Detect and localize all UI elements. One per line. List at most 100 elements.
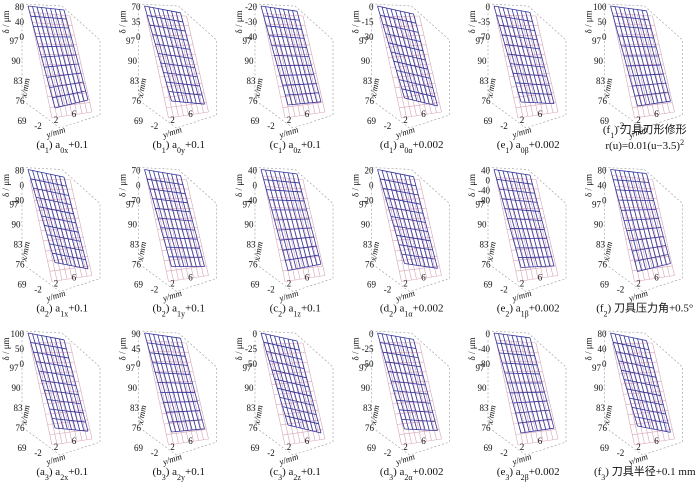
mesh-line (266, 189, 302, 193)
caption-part: ) a (393, 303, 404, 315)
mesh-line (168, 438, 209, 446)
mesh-line (615, 25, 652, 30)
x-tick-label: 97 (126, 363, 136, 373)
mesh-line (618, 35, 654, 39)
mesh-line (614, 23, 655, 26)
caption-part: ) a (49, 466, 60, 478)
caption: (d2) a1α+0.002 (380, 303, 444, 319)
z-tick-label: 40 (248, 166, 258, 176)
caption-part: (a (36, 466, 45, 478)
y-tick-label: 2 (170, 115, 175, 125)
x-axis-label: x/mm (251, 404, 264, 426)
mesh-line (399, 409, 433, 413)
mesh-line (520, 101, 555, 104)
mesh-line (621, 45, 657, 48)
mesh-line (381, 25, 422, 28)
mesh-line (29, 11, 71, 17)
caption-part: ) a (509, 466, 520, 478)
mesh-line (498, 187, 539, 190)
x-axis-label: x/mm (251, 240, 264, 262)
mesh-line (265, 23, 306, 26)
mesh-line (499, 188, 535, 194)
y-axis-label: y/mm (510, 124, 533, 140)
x-tick-label: 83 (480, 76, 490, 86)
mesh-line (160, 227, 195, 231)
y-tick-label: -2 (617, 121, 625, 131)
y-tick-label: -2 (500, 448, 508, 458)
y-tick-label: 2 (287, 279, 292, 289)
caption-part: 1x (60, 309, 68, 318)
mesh-line (385, 197, 421, 205)
y-axis-label: y/mm (160, 288, 183, 304)
mesh-line (517, 275, 559, 282)
y-tick-label: 2 (520, 115, 525, 125)
mesh-line (147, 178, 183, 185)
mesh-line (392, 236, 433, 241)
caption-part: 3 (162, 473, 166, 482)
mesh-line (632, 407, 666, 415)
mesh-line (512, 72, 547, 77)
caption: (a2) a1x+0.1 (36, 303, 88, 319)
mesh-line (282, 102, 323, 108)
mesh-line (51, 438, 93, 446)
y-tick-label: -2 (34, 121, 42, 131)
y-axis-label: y/mm (277, 451, 300, 467)
mesh-line (51, 111, 93, 119)
mesh-line (610, 332, 647, 341)
mesh-line (144, 169, 181, 176)
mesh-line (401, 88, 436, 98)
x-tick-label: 90 (478, 220, 488, 230)
y-tick-label: 6 (188, 436, 193, 446)
caption-part: 1 (45, 146, 49, 155)
mesh-line (171, 428, 205, 433)
y-tick-label: 2 (636, 115, 641, 125)
caption-part: 0x (60, 146, 68, 155)
mesh-line (499, 352, 535, 357)
mesh-line (265, 352, 306, 355)
mesh-line (634, 111, 675, 119)
mesh-line (146, 340, 187, 344)
mesh-line (52, 252, 86, 261)
caption-part: +0.1 (185, 139, 205, 151)
mesh-line (274, 378, 310, 388)
mesh-line (495, 339, 537, 344)
caption-part: 3 (45, 473, 49, 482)
mesh-line (612, 175, 653, 180)
mesh-line (149, 352, 186, 357)
caption-part: 2 (680, 138, 684, 147)
y-tick-label: -2 (384, 448, 392, 458)
x-tick-label: 76 (365, 423, 375, 433)
mesh-line (29, 342, 71, 344)
mesh-line (30, 342, 67, 350)
mesh-line (265, 186, 306, 190)
y-tick-label: 6 (421, 436, 426, 446)
caption-part: (f (594, 466, 602, 478)
y-tick-label: 6 (654, 436, 659, 446)
axis-box (254, 167, 334, 292)
y-axis-label: y/mm (277, 288, 300, 304)
z-tick-label: -70 (129, 196, 141, 206)
x-tick-label: 69 (484, 280, 494, 290)
mesh-line (269, 360, 305, 369)
x-tick-label: 76 (249, 260, 259, 270)
mesh-line (498, 350, 539, 353)
caption-part: 0y (177, 146, 185, 155)
mesh-line (54, 427, 89, 432)
x-tick-label: 76 (482, 423, 492, 433)
caption-part: ) a (166, 303, 177, 315)
x-axis-label: x/mm (135, 404, 148, 426)
caption: (f1) 刀具刃形修形 (603, 122, 687, 140)
caption-part: (c (270, 139, 279, 151)
mesh-line (377, 332, 414, 340)
axis-box (138, 167, 217, 292)
mesh-line (610, 5, 647, 12)
mesh-line (626, 227, 661, 232)
y-tick-label: 6 (305, 273, 310, 283)
x-tick-label: 76 (365, 260, 375, 270)
x-tick-label: 97 (592, 36, 602, 46)
x-tick-label: 76 (249, 96, 259, 106)
mesh-line (273, 390, 315, 395)
y-tick-label: 6 (538, 109, 543, 119)
mesh-line (404, 263, 438, 269)
mesh-line (493, 332, 531, 339)
